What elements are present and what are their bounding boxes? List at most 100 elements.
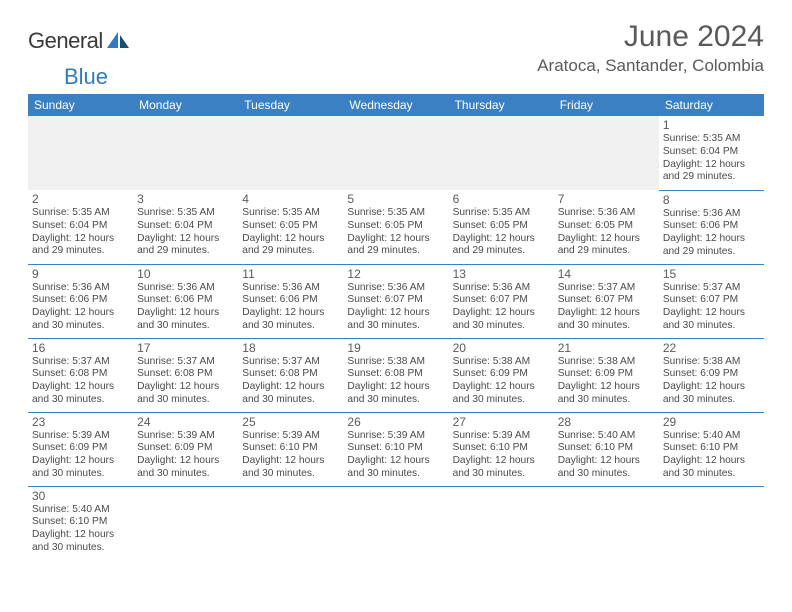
sunset-text: Sunset: 6:06 PM bbox=[137, 294, 234, 307]
day-number: 28 bbox=[558, 415, 655, 429]
calendar-week-row: 23Sunrise: 5:39 AMSunset: 6:09 PMDayligh… bbox=[28, 412, 764, 486]
calendar-day-cell bbox=[659, 486, 764, 560]
day-number: 26 bbox=[347, 415, 444, 429]
day-info: Sunrise: 5:36 AMSunset: 6:06 PMDaylight:… bbox=[242, 282, 339, 333]
day-number: 22 bbox=[663, 341, 760, 355]
day-number: 11 bbox=[242, 267, 339, 281]
sunrise-text: Sunrise: 5:40 AM bbox=[663, 430, 760, 443]
sunrise-text: Sunrise: 5:39 AM bbox=[347, 430, 444, 443]
daylight-text: Daylight: 12 hours bbox=[347, 455, 444, 468]
day-info: Sunrise: 5:38 AMSunset: 6:09 PMDaylight:… bbox=[453, 356, 550, 407]
daylight-text: and 30 minutes. bbox=[558, 320, 655, 333]
calendar-day-cell bbox=[554, 486, 659, 560]
day-number: 8 bbox=[663, 193, 760, 207]
calendar-day-cell: 23Sunrise: 5:39 AMSunset: 6:09 PMDayligh… bbox=[28, 412, 133, 486]
day-info: Sunrise: 5:39 AMSunset: 6:09 PMDaylight:… bbox=[32, 430, 129, 481]
sunset-text: Sunset: 6:04 PM bbox=[32, 220, 129, 233]
daylight-text: Daylight: 12 hours bbox=[242, 455, 339, 468]
day-number: 15 bbox=[663, 267, 760, 281]
sunset-text: Sunset: 6:04 PM bbox=[663, 146, 760, 159]
calendar-day-cell: 6Sunrise: 5:35 AMSunset: 6:05 PMDaylight… bbox=[449, 190, 554, 264]
day-info: Sunrise: 5:40 AMSunset: 6:10 PMDaylight:… bbox=[32, 504, 129, 555]
daylight-text: Daylight: 12 hours bbox=[32, 381, 129, 394]
day-number: 10 bbox=[137, 267, 234, 281]
sunset-text: Sunset: 6:10 PM bbox=[242, 442, 339, 455]
sunset-text: Sunset: 6:09 PM bbox=[32, 442, 129, 455]
calendar-day-cell: 20Sunrise: 5:38 AMSunset: 6:09 PMDayligh… bbox=[449, 338, 554, 412]
daylight-text: Daylight: 12 hours bbox=[32, 455, 129, 468]
daylight-text: and 29 minutes. bbox=[347, 245, 444, 258]
day-number: 24 bbox=[137, 415, 234, 429]
daylight-text: Daylight: 12 hours bbox=[137, 381, 234, 394]
day-number: 13 bbox=[453, 267, 550, 281]
calendar-day-cell: 16Sunrise: 5:37 AMSunset: 6:08 PMDayligh… bbox=[28, 338, 133, 412]
day-info: Sunrise: 5:38 AMSunset: 6:08 PMDaylight:… bbox=[347, 356, 444, 407]
daylight-text: and 30 minutes. bbox=[137, 320, 234, 333]
daylight-text: Daylight: 12 hours bbox=[558, 455, 655, 468]
daylight-text: and 30 minutes. bbox=[558, 468, 655, 481]
sunset-text: Sunset: 6:09 PM bbox=[663, 368, 760, 381]
daylight-text: Daylight: 12 hours bbox=[663, 159, 760, 172]
calendar-day-cell: 8Sunrise: 5:36 AMSunset: 6:06 PMDaylight… bbox=[659, 190, 764, 264]
daylight-text: Daylight: 12 hours bbox=[242, 381, 339, 394]
sunset-text: Sunset: 6:05 PM bbox=[347, 220, 444, 233]
calendar-day-cell: 14Sunrise: 5:37 AMSunset: 6:07 PMDayligh… bbox=[554, 264, 659, 338]
day-number: 14 bbox=[558, 267, 655, 281]
daylight-text: and 30 minutes. bbox=[558, 394, 655, 407]
sunrise-text: Sunrise: 5:35 AM bbox=[663, 133, 760, 146]
daylight-text: and 30 minutes. bbox=[663, 468, 760, 481]
daylight-text: Daylight: 12 hours bbox=[242, 233, 339, 246]
calendar-day-cell bbox=[449, 116, 554, 190]
brand-name-a: General bbox=[28, 28, 103, 54]
calendar-day-cell bbox=[238, 486, 343, 560]
daylight-text: and 30 minutes. bbox=[32, 320, 129, 333]
daylight-text: and 29 minutes. bbox=[32, 245, 129, 258]
sunrise-text: Sunrise: 5:35 AM bbox=[347, 207, 444, 220]
day-number: 25 bbox=[242, 415, 339, 429]
sail-icon bbox=[105, 30, 131, 53]
day-info: Sunrise: 5:35 AMSunset: 6:04 PMDaylight:… bbox=[663, 133, 760, 184]
day-info: Sunrise: 5:35 AMSunset: 6:04 PMDaylight:… bbox=[137, 207, 234, 258]
sunrise-text: Sunrise: 5:39 AM bbox=[453, 430, 550, 443]
calendar-day-cell: 19Sunrise: 5:38 AMSunset: 6:08 PMDayligh… bbox=[343, 338, 448, 412]
day-info: Sunrise: 5:35 AMSunset: 6:04 PMDaylight:… bbox=[32, 207, 129, 258]
day-number: 19 bbox=[347, 341, 444, 355]
day-info: Sunrise: 5:36 AMSunset: 6:06 PMDaylight:… bbox=[32, 282, 129, 333]
day-info: Sunrise: 5:39 AMSunset: 6:09 PMDaylight:… bbox=[137, 430, 234, 481]
sunset-text: Sunset: 6:07 PM bbox=[558, 294, 655, 307]
sunrise-text: Sunrise: 5:36 AM bbox=[242, 282, 339, 295]
sunset-text: Sunset: 6:05 PM bbox=[558, 220, 655, 233]
daylight-text: and 30 minutes. bbox=[242, 468, 339, 481]
sunset-text: Sunset: 6:08 PM bbox=[347, 368, 444, 381]
daylight-text: Daylight: 12 hours bbox=[347, 233, 444, 246]
sunrise-text: Sunrise: 5:40 AM bbox=[558, 430, 655, 443]
daylight-text: and 30 minutes. bbox=[347, 320, 444, 333]
weekday-header: Friday bbox=[554, 94, 659, 116]
daylight-text: Daylight: 12 hours bbox=[242, 307, 339, 320]
sunrise-text: Sunrise: 5:39 AM bbox=[137, 430, 234, 443]
calendar-day-cell: 10Sunrise: 5:36 AMSunset: 6:06 PMDayligh… bbox=[133, 264, 238, 338]
daylight-text: Daylight: 12 hours bbox=[347, 381, 444, 394]
sunrise-text: Sunrise: 5:39 AM bbox=[32, 430, 129, 443]
sunrise-text: Sunrise: 5:35 AM bbox=[32, 207, 129, 220]
sunset-text: Sunset: 6:08 PM bbox=[32, 368, 129, 381]
calendar-day-cell: 3Sunrise: 5:35 AMSunset: 6:04 PMDaylight… bbox=[133, 190, 238, 264]
daylight-text: Daylight: 12 hours bbox=[347, 307, 444, 320]
weekday-header: Tuesday bbox=[238, 94, 343, 116]
daylight-text: and 29 minutes. bbox=[558, 245, 655, 258]
sunrise-text: Sunrise: 5:38 AM bbox=[663, 356, 760, 369]
brand-name-b: Blue bbox=[64, 64, 792, 90]
day-info: Sunrise: 5:37 AMSunset: 6:07 PMDaylight:… bbox=[558, 282, 655, 333]
sunrise-text: Sunrise: 5:37 AM bbox=[32, 356, 129, 369]
sunrise-text: Sunrise: 5:36 AM bbox=[347, 282, 444, 295]
calendar-day-cell: 11Sunrise: 5:36 AMSunset: 6:06 PMDayligh… bbox=[238, 264, 343, 338]
calendar-day-cell: 12Sunrise: 5:36 AMSunset: 6:07 PMDayligh… bbox=[343, 264, 448, 338]
day-info: Sunrise: 5:36 AMSunset: 6:06 PMDaylight:… bbox=[137, 282, 234, 333]
day-info: Sunrise: 5:35 AMSunset: 6:05 PMDaylight:… bbox=[347, 207, 444, 258]
sunset-text: Sunset: 6:06 PM bbox=[32, 294, 129, 307]
sunrise-text: Sunrise: 5:38 AM bbox=[558, 356, 655, 369]
daylight-text: and 29 minutes. bbox=[453, 245, 550, 258]
daylight-text: and 30 minutes. bbox=[453, 394, 550, 407]
day-number: 1 bbox=[663, 118, 760, 132]
sunset-text: Sunset: 6:08 PM bbox=[137, 368, 234, 381]
